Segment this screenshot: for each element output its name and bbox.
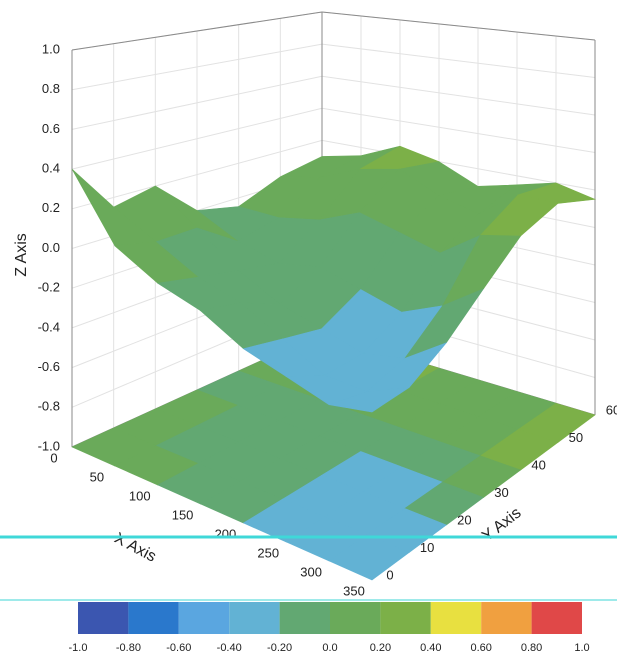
colorbar: -1.0 -0.80 -0.60 -0.40 -0.20 0.0 0.20 0.40 0.60 0…	[69, 602, 590, 654]
x-tick-label: 100	[129, 488, 151, 503]
z-tick-label: 0.0	[42, 240, 60, 255]
x-tick-label: 0	[50, 450, 57, 465]
colorbar-tick-label: 0.60	[470, 642, 491, 654]
x-tick-label: 200	[215, 526, 237, 541]
colorbar-bin	[128, 602, 179, 634]
z-tick-label: 0.8	[42, 81, 60, 96]
z-axis-title: Z Axis	[13, 233, 30, 277]
colorbar-bin	[531, 602, 582, 634]
x-tick-label: 300	[300, 564, 322, 579]
colorbar-tick-label: 0.40	[420, 642, 441, 654]
colorbar-tick-label: 0.80	[521, 642, 542, 654]
z-tick-label: -0.2	[38, 280, 60, 295]
x-tick-label: 250	[257, 545, 279, 560]
colorbar-bin	[481, 602, 532, 634]
x-tick-label: 350	[343, 583, 365, 598]
frame-edge	[321, 11, 596, 41]
y-tick-label: 60	[606, 402, 617, 417]
y-tick-label: 30	[494, 485, 508, 500]
x-tick-label: 150	[172, 507, 194, 522]
colorbar-bin	[279, 602, 330, 634]
colorbar-bin	[380, 602, 431, 634]
surface	[71, 145, 597, 413]
surface-patch	[329, 387, 410, 413]
colorbar-bin	[330, 602, 381, 634]
colorbar-tick-label: 0.0	[322, 642, 337, 654]
colorbar-tick-label: -0.20	[267, 642, 292, 654]
z-tick-label: 0.4	[42, 161, 60, 176]
colorbar-tick-label: 1.0	[574, 642, 589, 654]
colorbar-tick-label: -1.0	[69, 642, 88, 654]
y-tick-label: 40	[531, 457, 545, 472]
y-tick-label: 0	[386, 567, 393, 582]
floor-patch	[328, 534, 410, 581]
z-tick-label: -0.4	[38, 319, 60, 334]
colorbar-bin	[178, 602, 230, 634]
colorbar-tick-label: -0.60	[166, 642, 191, 654]
y-tick-label: 20	[457, 512, 471, 527]
colorbar-tick-label: -0.40	[217, 642, 242, 654]
z-tick-label: 0.6	[42, 121, 60, 136]
z-tick-label: -0.8	[38, 399, 60, 414]
frame-edge	[71, 11, 323, 51]
z-tick-label: 0.2	[42, 200, 60, 215]
y-tick-label: 10	[420, 540, 434, 555]
colorbar-bin	[430, 602, 482, 634]
colorbar-tick-label: -0.80	[116, 642, 141, 654]
y-tick-label: 50	[569, 430, 583, 445]
z-tick-label: -0.6	[38, 359, 60, 374]
x-tick-label: 50	[90, 469, 104, 484]
z-tick-label: 1.0	[42, 41, 60, 56]
colorbar-bin	[229, 602, 280, 634]
colorbar-tick-label: 0.20	[370, 642, 391, 654]
z-tick-label: -1.0	[38, 438, 60, 453]
colorbar-bin	[78, 602, 129, 634]
